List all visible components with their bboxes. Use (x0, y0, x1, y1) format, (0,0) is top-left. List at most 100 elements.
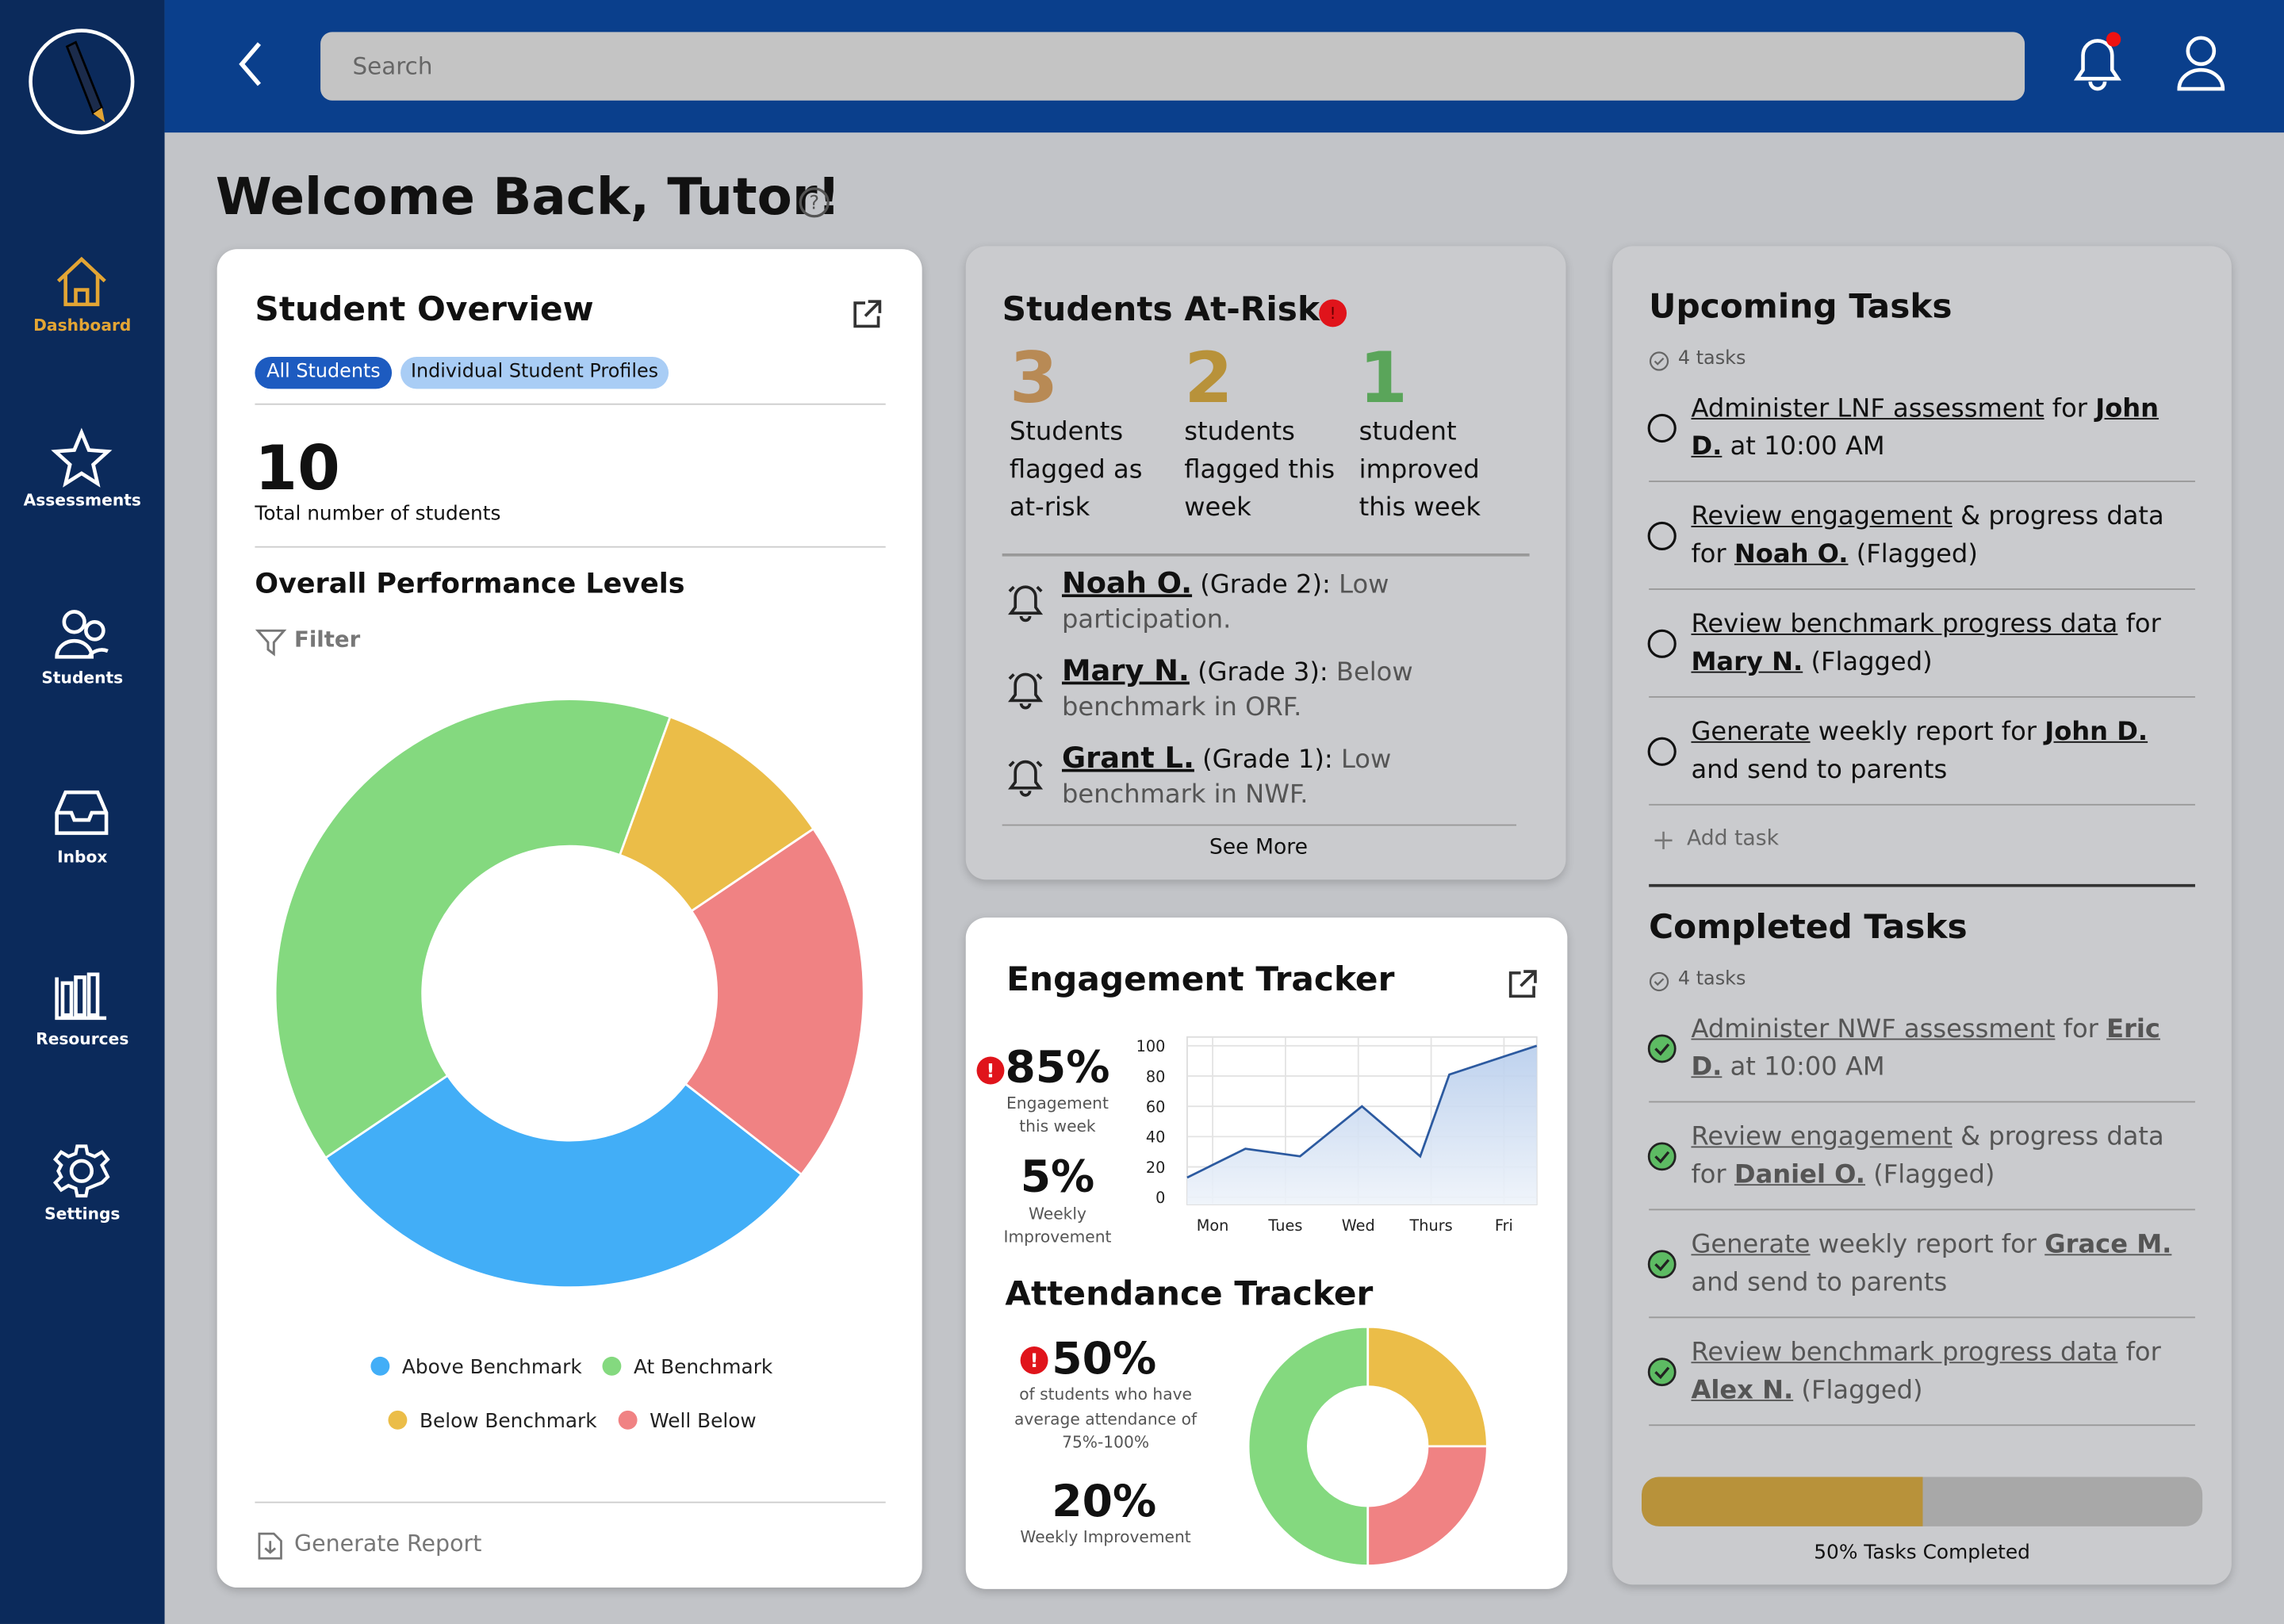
stat-value: 20% (1052, 1477, 1157, 1528)
sidebar (0, 0, 165, 1624)
stat-number: 1 (1359, 338, 1408, 419)
divider (1002, 824, 1517, 826)
tasks-card (1612, 246, 2232, 1585)
done-icon[interactable] (1647, 1142, 1677, 1171)
back-button[interactable] (233, 40, 268, 87)
done-icon[interactable] (1647, 1250, 1677, 1279)
divider (1649, 481, 2195, 482)
stat-label: students flagged this week (1184, 418, 1336, 523)
divider (1649, 1424, 2195, 1427)
stat-value: 50% (1052, 1334, 1157, 1385)
count-icon (1649, 971, 1669, 992)
see-more[interactable]: See More (1209, 836, 1309, 860)
task-text: weekly report for (1810, 718, 2045, 748)
nav-icon[interactable] (54, 968, 112, 1026)
task-text: at 10:00 AM (1722, 432, 1885, 462)
alert-note: Low participation. (1061, 571, 1389, 635)
student-name: Mary N. (1061, 652, 1190, 688)
nav-icon[interactable] (54, 255, 112, 312)
card-title: Engagement Tracker (1006, 961, 1395, 1000)
task-text: Generate (1691, 718, 1811, 748)
y-tick-label: 40 (1146, 1128, 1166, 1147)
profile-icon[interactable] (2173, 32, 2231, 93)
donut-segment (1366, 1325, 1489, 1448)
notification-icon[interactable] (2068, 29, 2126, 94)
add-task[interactable]: Add task (1686, 827, 1780, 851)
nav-icon[interactable] (51, 427, 113, 488)
task: Review benchmark progress data for Alex … (1691, 1334, 2194, 1410)
legend-label: At Benchmark (634, 1355, 773, 1378)
divider (255, 403, 886, 405)
generate-report[interactable]: Generate Report (294, 1530, 482, 1557)
report-icon[interactable] (258, 1532, 282, 1560)
task-text: & progress data for (1691, 1123, 2164, 1190)
stat-value: 85% (1005, 1043, 1110, 1094)
stat-label: Students flagged as at-risk (1009, 418, 1143, 523)
task-text: for (2117, 1338, 2161, 1368)
line-area (1186, 1045, 1537, 1205)
stat-label: of students who have average attendance … (1014, 1385, 1198, 1453)
total-label: Total number of students (255, 502, 501, 527)
task-checkbox[interactable] (1647, 413, 1677, 443)
nav-label[interactable]: Settings (44, 1204, 121, 1224)
bell-icon (1008, 760, 1044, 797)
filter[interactable]: Filter (294, 626, 361, 653)
stat-label: Engagement this week (1006, 1094, 1109, 1136)
alert-detail: (Grade 3): (1189, 658, 1336, 688)
stat-number: 3 (1009, 338, 1059, 419)
done-icon[interactable] (1647, 1358, 1677, 1387)
task: Review benchmark progress data for Mary … (1691, 606, 2194, 682)
task-checkbox[interactable] (1647, 521, 1677, 551)
task: Review engagement & progress data for No… (1691, 498, 2194, 574)
donut-chart: Above Benchmark At Benchmark Below Benchma… (274, 698, 865, 1432)
task-text: (Flagged) (1865, 1160, 1995, 1190)
card-title: Student Overview (255, 291, 594, 330)
task: Administer NWF assessment for Eric D. at… (1691, 1011, 2194, 1087)
nav-label[interactable]: Dashboard (33, 316, 132, 335)
bell-icon (1008, 672, 1044, 710)
task-checkbox[interactable] (1647, 629, 1677, 658)
filter-icon[interactable] (255, 628, 287, 657)
line (1186, 1044, 1538, 1179)
task-text: for (2044, 394, 2096, 424)
divider (255, 1501, 886, 1503)
donut-chart (1247, 1325, 1489, 1567)
task-text: weekly report for (1810, 1231, 2045, 1260)
nav-icon[interactable] (52, 1143, 112, 1201)
task: Administer LNF assessment for John D. at… (1691, 390, 2194, 466)
tab-active[interactable]: All Students (255, 357, 393, 389)
nav-label[interactable]: Assessments (23, 490, 141, 510)
svg-text:!: ! (1030, 1350, 1039, 1372)
divider (1649, 803, 2195, 806)
divider (1649, 1316, 2195, 1319)
search-placeholder: Search (352, 52, 433, 81)
legend-swatch (602, 1356, 622, 1376)
nav-icon[interactable] (54, 607, 112, 665)
task-checkbox[interactable] (1647, 737, 1677, 766)
task-text: Administer NWF assessment (1691, 1015, 2056, 1044)
done-icon[interactable] (1647, 1034, 1677, 1063)
open-icon[interactable] (1506, 968, 1538, 1000)
x-tick-label: Fri (1495, 1216, 1513, 1235)
nav-label[interactable]: Resources (36, 1029, 129, 1049)
nav-label[interactable]: Students (41, 668, 124, 688)
task: Review engagement & progress data for Da… (1691, 1119, 2194, 1195)
y-tick-label: 0 (1155, 1189, 1165, 1207)
x-tick-label: Mon (1197, 1216, 1229, 1235)
add-icon[interactable] (1654, 830, 1674, 851)
open-icon[interactable] (851, 299, 883, 331)
line-chart: 0 20 40 60 80 100 Mon Tues Wed Thurs Fri (1136, 1036, 1538, 1235)
task-text: and send to parents (1691, 1268, 1948, 1298)
task-text: John D. (1691, 394, 2159, 462)
logo (29, 29, 135, 135)
task-text: Generate (1691, 1231, 1811, 1260)
tab[interactable]: Individual Student Profiles (400, 357, 669, 389)
nav-label[interactable]: Inbox (57, 847, 108, 867)
nav-icon[interactable] (54, 787, 112, 845)
task-text: John D. (2044, 718, 2148, 748)
alert: Grant L. (Grade 1): Low benchmark in NWF… (1062, 740, 1528, 813)
x-tick-label: Tues (1267, 1216, 1302, 1235)
search-box[interactable]: Search (320, 32, 2025, 101)
task-count: 4 tasks (1677, 968, 1746, 990)
